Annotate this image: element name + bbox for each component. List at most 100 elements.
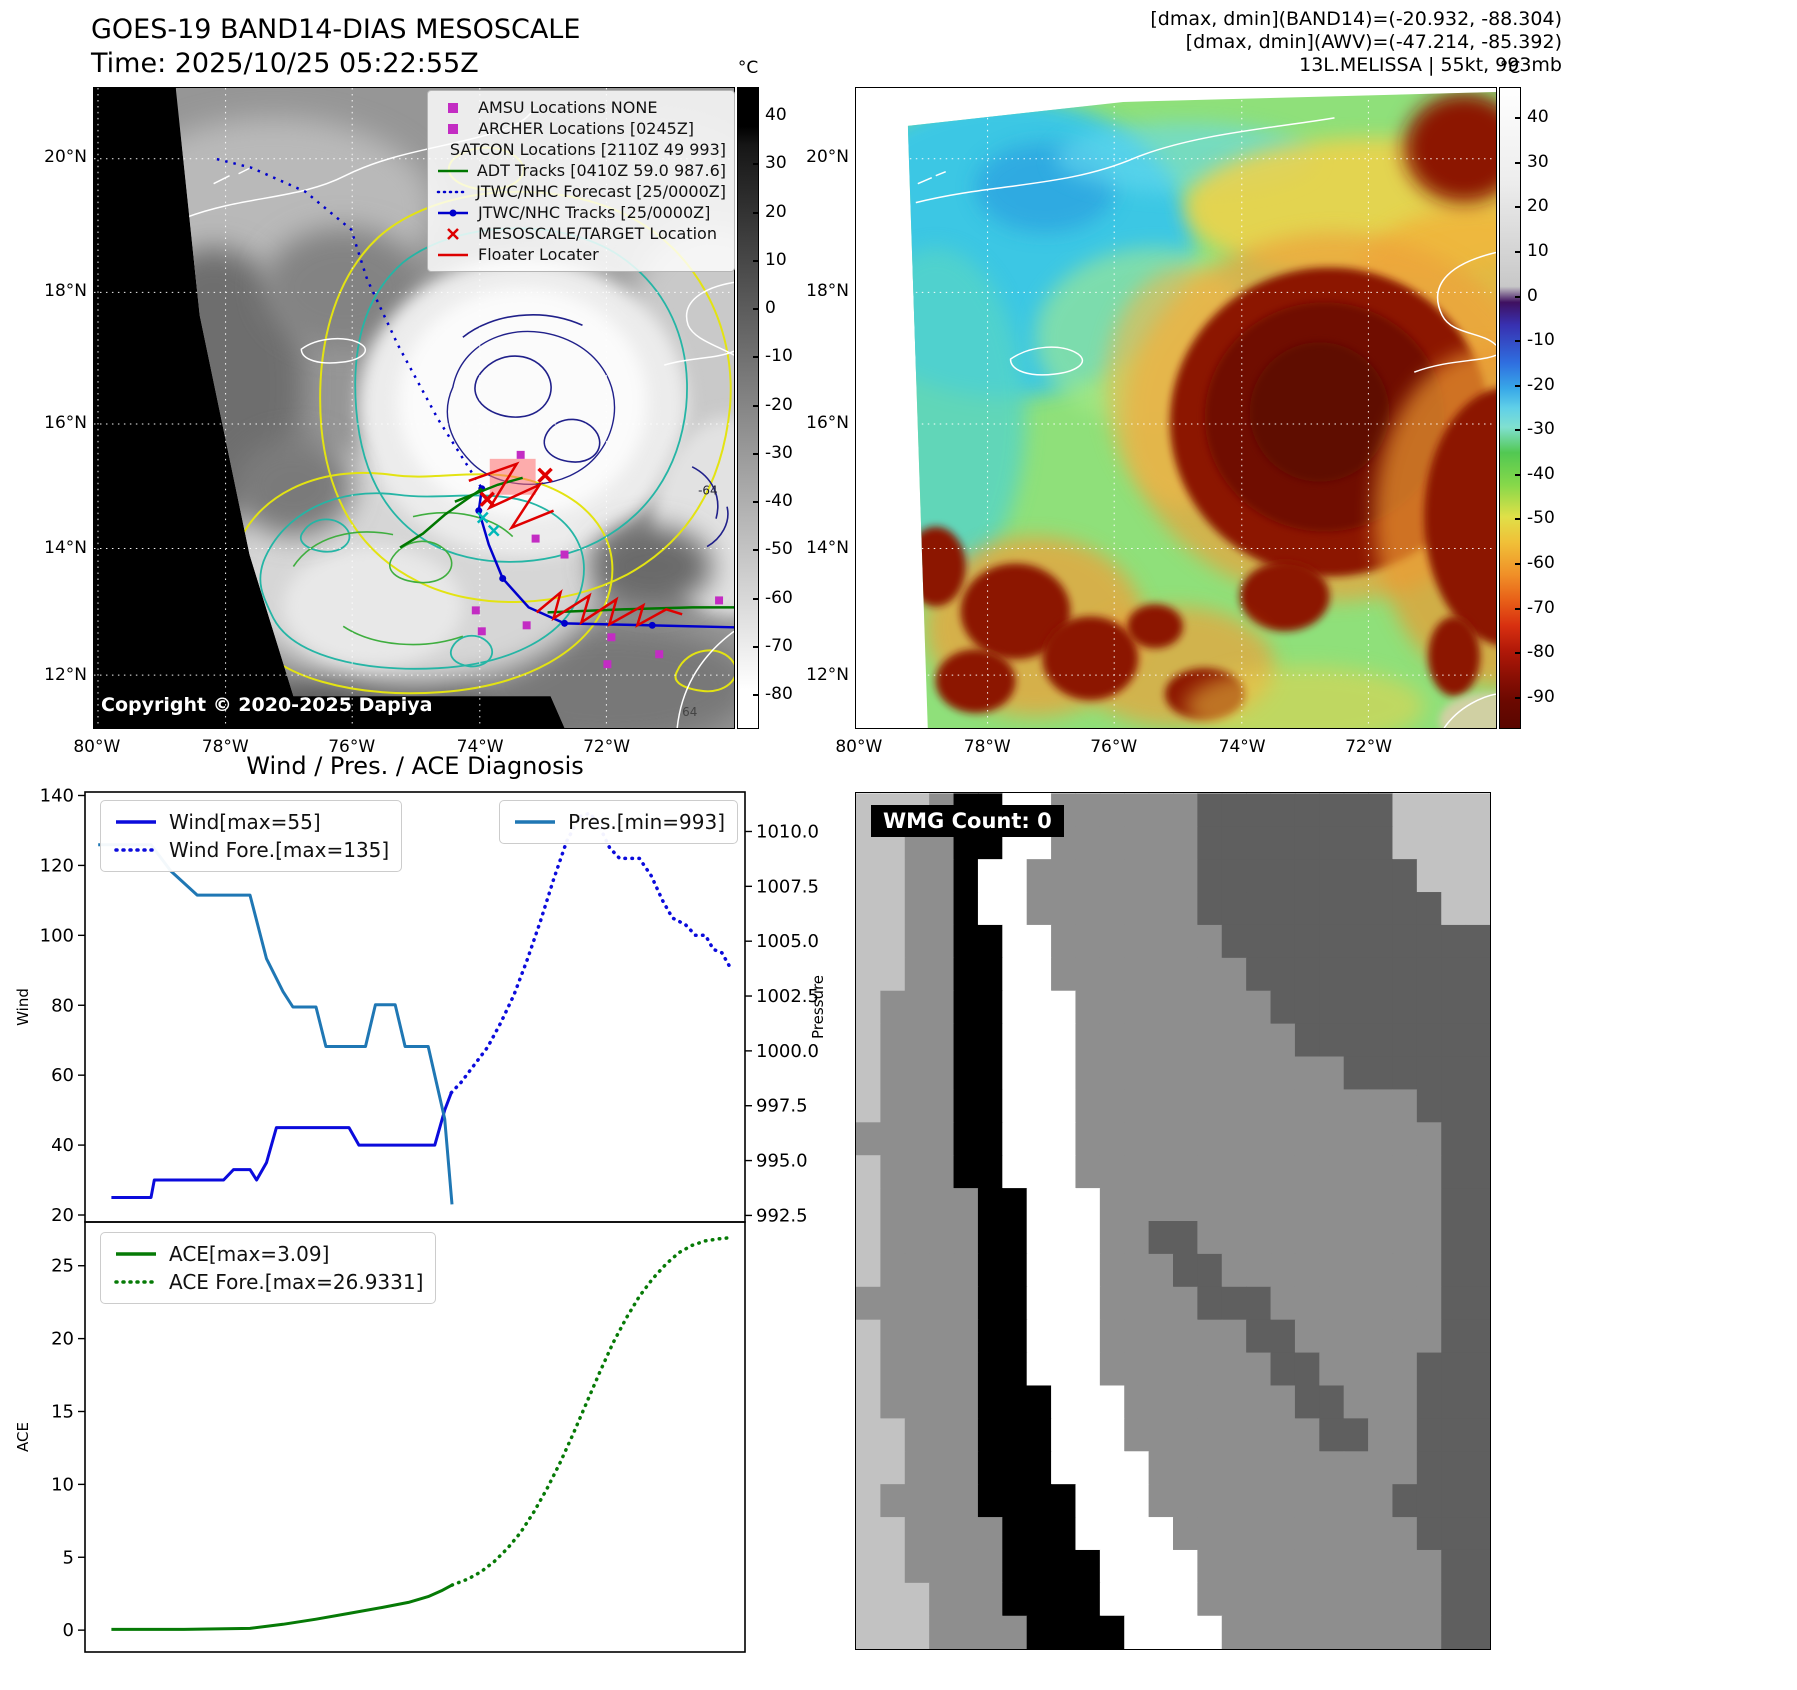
colorbar-tick: [1515, 206, 1521, 209]
band14-subtitle: Time: 2025/10/25 05:22:55Z: [91, 48, 479, 79]
jtwc-forecast-track: [211, 156, 482, 488]
band14-satellite-map: 64 -64: [93, 87, 735, 729]
dotted-line-swatch: [114, 1280, 158, 1284]
satcon-markers: [476, 511, 500, 537]
series-line: [98, 843, 454, 1205]
chart-legend-label: Wind[max=55]: [169, 810, 321, 834]
wmg-count-label: WMG Count: 0: [871, 805, 1064, 837]
lat-tick-label: 12°N: [44, 664, 87, 685]
colorbar-tick: [753, 308, 759, 311]
y-tick-label: 15: [51, 1401, 74, 1422]
colorbar-tick: [753, 211, 759, 214]
square-legend-marker: [448, 102, 458, 113]
lat-tick-label: 14°N: [44, 538, 87, 559]
lat-tick-label: 18°N: [44, 281, 87, 302]
archer-amsu-markers: [471, 450, 724, 669]
colorbar-tick: [1515, 429, 1521, 432]
colorbar-tick: [1515, 563, 1521, 566]
awv-satellite-map: [855, 87, 1497, 729]
awv-colorbar-unit: °C: [1499, 58, 1521, 78]
y-tick-label: 100: [40, 925, 74, 946]
contour-label: 64: [682, 705, 697, 719]
band14-title: GOES-19 BAND14-DIAS MESOSCALE: [91, 14, 581, 45]
y2-tick-label: 1000.0: [756, 1041, 819, 1062]
colorbar-tick-label: 40: [1527, 107, 1549, 128]
wmg-grid-map: [855, 792, 1491, 1650]
chart-legend-label: Wind Fore.[max=135]: [169, 838, 390, 862]
chart-legend-label: ACE Fore.[max=26.9331]: [169, 1270, 424, 1294]
legend-item: ARCHER Locations [0245Z]: [436, 118, 726, 139]
band14-colorbar: [737, 87, 759, 729]
chart-legend: Wind[max=55] Wind Fore.[max=135]: [100, 800, 403, 872]
storm-id-intensity: 13L.MELISSA | 55kt, 993mb: [1299, 54, 1562, 76]
chart-legend-item: Pres.[min=993]: [512, 808, 725, 836]
storm-tracks: [211, 156, 734, 669]
lat-tick-label: 20°N: [806, 146, 849, 167]
y-tick-label: 60: [51, 1065, 74, 1086]
x-legend-marker: [436, 142, 442, 158]
colorbar-tick: [1515, 161, 1521, 164]
colorbar-tick-label: -80: [1527, 642, 1555, 663]
coastlines: [915, 117, 1496, 728]
lat-tick-label: 18°N: [806, 281, 849, 302]
colorbar-tick: [753, 501, 759, 504]
y-tick-label: 40: [51, 1135, 74, 1156]
legend-item-label: AMSU Locations NONE: [478, 98, 658, 117]
y2-tick-label: 1010.0: [756, 821, 819, 842]
legend-item-label: Floater Locater: [478, 245, 599, 264]
colorbar-tick-label: -70: [1527, 597, 1555, 618]
y2-tick-label: 1005.0: [756, 931, 819, 952]
colorbar-tick: [753, 452, 759, 455]
colorbar-tick: [753, 259, 759, 262]
chart-legend-item: Wind[max=55]: [113, 808, 389, 836]
lat-tick-label: 16°N: [806, 413, 849, 434]
storm-header: [dmax, dmin](BAND14)=(-20.932, -88.304) …: [1000, 8, 1562, 77]
legend-item-label: SATCON Locations [2110Z 49 993]: [449, 140, 726, 159]
contour-label: -64: [698, 484, 718, 498]
chart-legend-label: Pres.[min=993]: [568, 810, 725, 834]
colorbar-tick: [1515, 384, 1521, 387]
x-legend-marker: [447, 227, 459, 240]
colorbar-tick: [1515, 652, 1521, 655]
lat-tick-label: 12°N: [806, 664, 849, 685]
colorbar-tick-label: 30: [1527, 151, 1549, 172]
y2-tick-label: 997.5: [756, 1096, 808, 1117]
colorbar-tick: [1515, 250, 1521, 253]
colorbar-tick-label: 0: [1527, 285, 1538, 306]
green-contours: [292, 511, 514, 646]
legend-item-label: MESOSCALE/TARGET Location: [478, 224, 717, 243]
colorbar-tick-label: -10: [765, 346, 793, 367]
chart: 0 5 10 15 20 25 ACE: [14, 1221, 746, 1653]
y-tick-label: 20: [51, 1205, 74, 1226]
map-legend: AMSU Locations NONE ARCHER Locations [024…: [427, 90, 735, 272]
colorbar-tick: [753, 645, 759, 648]
colorbar-tick: [753, 163, 759, 166]
solid-line-swatch: [116, 1252, 156, 1256]
colorbar-tick: [753, 114, 759, 117]
temperature-contours: 64 -64: [229, 146, 734, 719]
wind-pres-ace-charts: 20406080100120140992.5995.0997.51000.010…: [14, 785, 827, 1653]
legend-item: JTWC/NHC Forecast [25/0000Z]: [436, 181, 726, 202]
lat-tick-label: 20°N: [44, 146, 87, 167]
square-legend-marker: [448, 123, 458, 134]
series-line: [449, 811, 734, 1095]
colorbar-tick: [1515, 473, 1521, 476]
dmax-dmin-awv: [dmax, dmin](AWV)=(-47.214, -85.392): [1185, 31, 1562, 53]
lon-tick-label: 72°W: [583, 737, 631, 757]
dotted-legend-marker: [436, 190, 469, 193]
colorbar-tick: [1515, 607, 1521, 610]
colorbar-tick-label: 10: [1527, 240, 1549, 261]
lon-tick-label: 74°W: [1218, 737, 1266, 757]
legend-item-label: JTWC/NHC Forecast [25/0000Z]: [476, 182, 726, 201]
y-tick-label: 25: [51, 1256, 74, 1277]
colorbar-tick-label: -70: [765, 635, 793, 656]
colorbar-tick-label: 20: [1527, 196, 1549, 217]
line-dot-legend-marker: [438, 209, 468, 216]
series-line: [111, 1092, 453, 1199]
colorbar-tick: [1515, 696, 1521, 699]
legend-item: Floater Locater: [436, 244, 726, 265]
series-line: [111, 1583, 453, 1631]
colorbar-tick-label: -10: [1527, 330, 1555, 351]
colorbar-tick: [753, 549, 759, 552]
legend-item: MESOSCALE/TARGET Location: [436, 223, 726, 244]
